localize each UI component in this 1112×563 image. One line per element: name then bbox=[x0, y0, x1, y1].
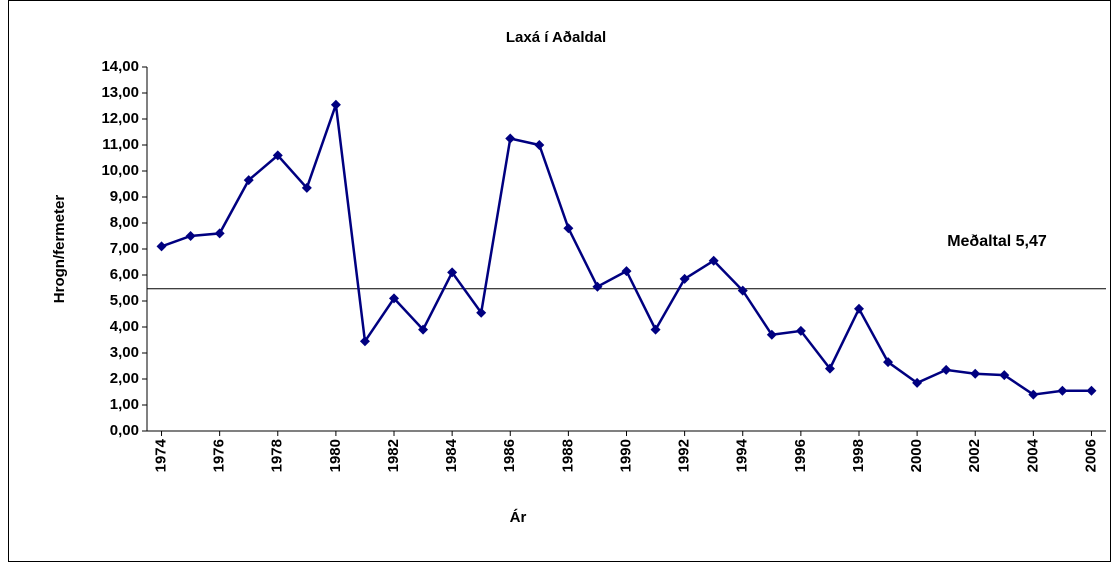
y-tick-label: 4,00 bbox=[110, 318, 139, 335]
data-point bbox=[389, 293, 400, 304]
data-point bbox=[563, 223, 574, 234]
y-tick-label: 8,00 bbox=[110, 214, 139, 231]
data-point bbox=[766, 329, 777, 340]
data-point bbox=[243, 175, 254, 186]
x-tick-label: 1980 bbox=[327, 439, 344, 472]
data-point bbox=[476, 307, 487, 318]
data-point bbox=[912, 377, 923, 388]
data-point bbox=[214, 228, 225, 239]
x-tick-label: 1994 bbox=[734, 438, 751, 472]
y-tick-label: 2,00 bbox=[110, 370, 139, 387]
data-point bbox=[621, 266, 632, 277]
x-tick-label: 1984 bbox=[443, 438, 460, 472]
x-tick-label: 1982 bbox=[385, 439, 402, 472]
data-point bbox=[592, 281, 603, 292]
data-point bbox=[737, 285, 748, 296]
x-tick-label: 2006 bbox=[1082, 439, 1099, 472]
y-tick-label: 7,00 bbox=[110, 240, 139, 257]
x-axis-label: Ár bbox=[510, 509, 527, 526]
chart-border bbox=[8, 0, 1111, 562]
x-tick-label: 1986 bbox=[501, 439, 518, 472]
data-point bbox=[272, 150, 283, 161]
reference-label: Meðaltal 5,47 bbox=[947, 233, 1047, 250]
data-point bbox=[447, 267, 458, 278]
x-tick-label: 1990 bbox=[617, 439, 634, 472]
data-point bbox=[853, 303, 864, 314]
y-tick-label: 3,00 bbox=[110, 344, 139, 361]
data-point bbox=[534, 140, 545, 150]
data-point bbox=[1086, 385, 1097, 396]
data-point bbox=[650, 324, 661, 335]
y-tick-label: 10,00 bbox=[101, 162, 139, 179]
x-tick-label: 2002 bbox=[966, 439, 983, 472]
data-point bbox=[708, 255, 719, 266]
y-tick-label: 5,00 bbox=[110, 292, 139, 309]
data-point bbox=[883, 357, 894, 368]
data-point bbox=[1057, 385, 1068, 396]
y-tick-label: 9,00 bbox=[110, 188, 139, 205]
data-point bbox=[156, 241, 167, 252]
y-tick-label: 11,00 bbox=[102, 136, 139, 153]
chart-title: Laxá í Aðaldal bbox=[506, 29, 606, 46]
data-point bbox=[359, 336, 370, 347]
y-tick-label: 14,00 bbox=[101, 58, 139, 75]
x-tick-label: 2004 bbox=[1024, 438, 1041, 472]
data-point bbox=[679, 273, 690, 284]
y-axis-label: Hrogn/fermeter bbox=[51, 195, 68, 304]
data-point bbox=[1028, 389, 1039, 400]
x-tick-label: 1992 bbox=[676, 439, 693, 472]
x-tick-label: 1974 bbox=[152, 438, 169, 472]
data-point bbox=[970, 368, 981, 379]
data-point bbox=[795, 325, 806, 336]
data-point bbox=[185, 231, 196, 241]
y-tick-label: 0,00 bbox=[110, 422, 139, 439]
data-point bbox=[824, 363, 835, 374]
y-tick-label: 13,00 bbox=[101, 84, 139, 101]
x-tick-label: 1996 bbox=[792, 439, 809, 472]
x-tick-label: 1978 bbox=[269, 439, 286, 472]
y-tick-label: 6,00 bbox=[110, 266, 139, 283]
x-tick-label: 2000 bbox=[908, 439, 925, 472]
data-point bbox=[505, 133, 516, 144]
y-tick-label: 12,00 bbox=[101, 110, 139, 127]
data-point bbox=[330, 99, 341, 110]
data-point bbox=[301, 182, 312, 193]
x-tick-label: 1988 bbox=[559, 439, 576, 472]
data-point bbox=[941, 364, 952, 375]
y-tick-label: 1,00 bbox=[110, 396, 139, 413]
x-tick-label: 1976 bbox=[211, 439, 228, 472]
x-tick-label: 1998 bbox=[850, 439, 867, 472]
data-point bbox=[999, 370, 1010, 381]
data-point bbox=[418, 324, 429, 335]
